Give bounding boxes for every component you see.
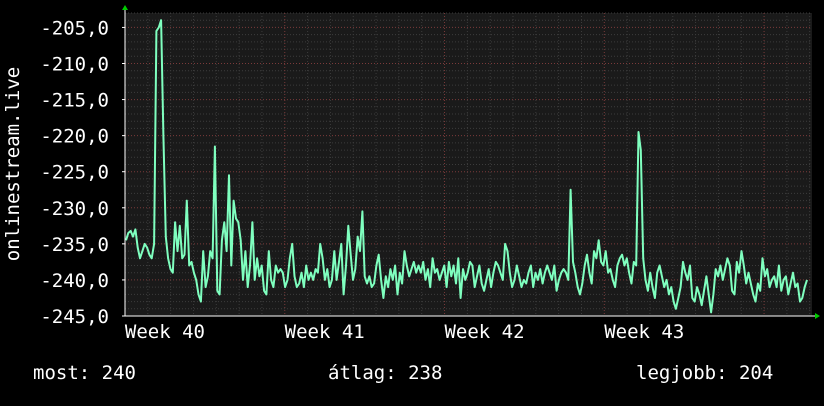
series-line-0 [125,19,808,314]
y-tick-label: -230,0 [40,198,109,220]
x-tick-labels: Week 40 Week 41 Week 42 Week 43 [125,321,684,343]
y-tick-label: -205,0 [40,17,109,39]
series-layer [125,19,808,314]
x-tick-label: Week 41 [285,321,365,343]
y-tick-label: -225,0 [40,162,109,184]
y-tick-label: -240,0 [40,270,109,292]
stat-current: most: 240 [33,362,136,384]
x-tick-label: Week 42 [444,321,524,343]
stat-best: legjobb: 204 [636,362,774,384]
y-axis-label: onlinestream.live [2,67,24,261]
y-axis-arrow [122,5,128,10]
y-tick-label: -210,0 [40,54,109,76]
axes [122,5,820,319]
x-tick-label: Week 43 [604,321,684,343]
y-tick-labels: -205,0 -210,0 -215,0 -220,0 -225,0 -230,0 -235… [40,17,109,328]
stat-average: átlag: 238 [328,362,443,384]
y-tick-label: -235,0 [40,234,109,256]
y-tick-label: -245,0 [40,306,109,328]
x-tick-label: Week 40 [125,321,205,343]
x-axis-arrow [815,313,820,319]
y-tick-label: -215,0 [40,90,109,112]
y-tick-label: -220,0 [40,126,109,148]
